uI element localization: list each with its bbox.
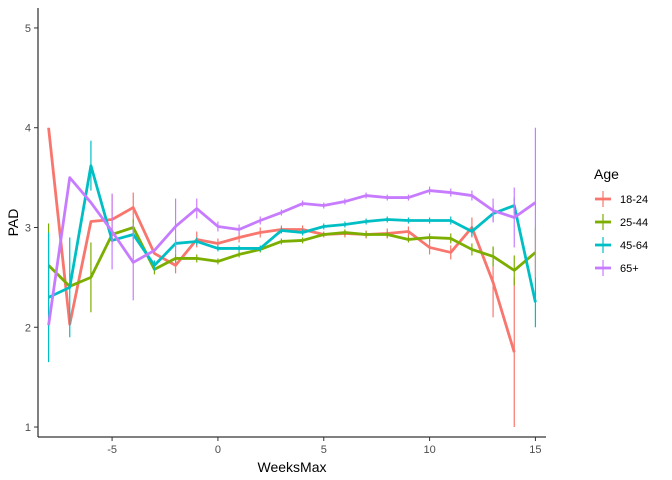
axes: -5 0 5 10 15 1 2 3 4 5 (25, 8, 546, 456)
series-line (47, 164, 537, 303)
y-axis-title: PAD (5, 209, 21, 237)
x-tick-label: 5 (321, 444, 327, 456)
y-tick-label: 4 (25, 123, 31, 135)
y-tick-label: 2 (25, 322, 31, 334)
x-axis-title: WeeksMax (258, 459, 327, 475)
y-tick-label: 3 (25, 222, 31, 234)
legend-label: 25-44 (620, 217, 648, 229)
x-tick-label: 0 (215, 444, 221, 456)
legend-label: 45-64 (620, 240, 648, 252)
x-ticks: -5 0 5 10 15 (107, 437, 542, 456)
y-tick-label: 5 (25, 23, 31, 35)
x-tick-label: 15 (529, 444, 541, 456)
y-tick-label: 1 (25, 422, 31, 434)
legend-label: 65+ (620, 263, 639, 275)
x-tick-label: 10 (423, 444, 435, 456)
series-25-44 (47, 219, 537, 313)
x-tick-label: -5 (107, 444, 117, 456)
series-line (47, 176, 537, 326)
y-ticks: 1 2 3 4 5 (25, 23, 38, 434)
legend-label: 18-24 (620, 194, 648, 206)
legend: Age 18-24 25-44 45-64 65+ (594, 166, 648, 276)
series-45-64 (47, 140, 537, 363)
legend-title: Age (594, 166, 619, 182)
series-65+ (47, 127, 537, 326)
series-line (47, 226, 537, 288)
series-18-24 (47, 127, 516, 428)
series-layer (47, 127, 537, 428)
